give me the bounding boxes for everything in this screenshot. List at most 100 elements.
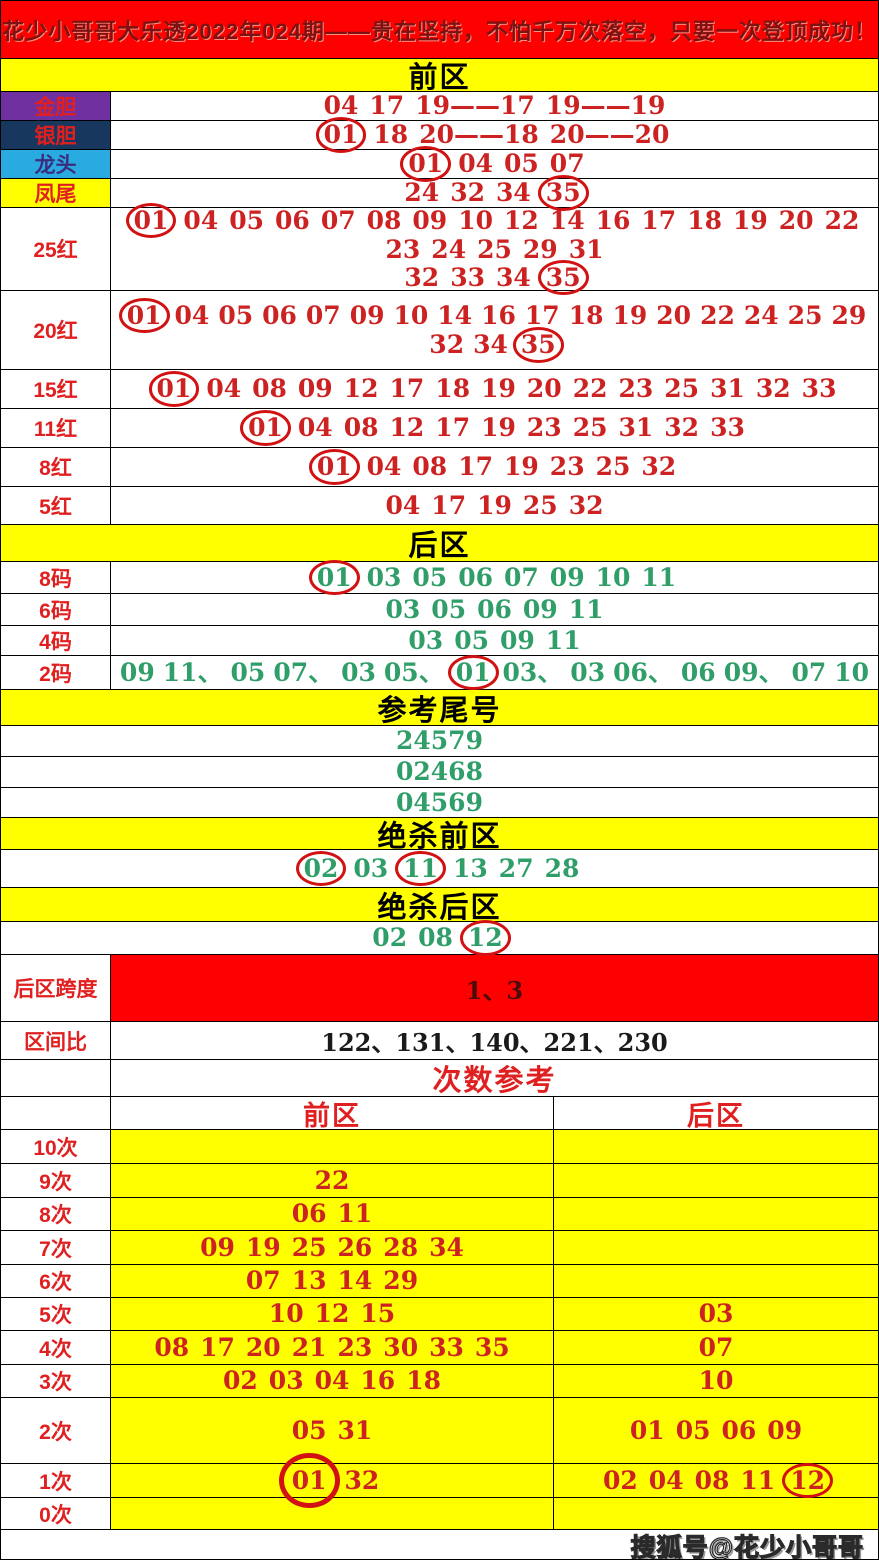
section-bar-front-zone: 前区	[1, 58, 878, 94]
back-cell: 03	[554, 1298, 878, 1330]
number: 19	[732, 205, 768, 235]
number: 09	[549, 562, 585, 592]
number: 05	[454, 625, 489, 655]
number: 35	[474, 1332, 510, 1362]
number: 11	[740, 1465, 776, 1495]
back-cell	[554, 1265, 878, 1297]
page-title: 花少小哥哥大乐透2022年024期——贵在坚持，不怕千万次落空，只要一次登顶成功…	[2, 18, 877, 44]
numbers-line: 04569	[389, 789, 490, 817]
number: 08	[418, 923, 453, 953]
number: 24	[743, 300, 779, 330]
empty-label-cell	[1, 1060, 111, 1096]
number: 16	[481, 300, 516, 330]
number: 07	[791, 657, 827, 687]
numbers-line: 24579	[389, 727, 490, 755]
row-label: 银胆	[1, 121, 111, 149]
row-tail-3: 04569	[1, 787, 878, 817]
circled-number: 35	[537, 175, 589, 211]
number: 18	[373, 120, 409, 150]
number: 15	[360, 1299, 396, 1329]
number: 04	[297, 413, 333, 443]
number: 18	[406, 1366, 441, 1396]
number: 06	[721, 1415, 757, 1445]
number: 11	[545, 625, 581, 655]
number: 09	[412, 205, 448, 235]
numbers-line: 01 18 20——18 20——20	[313, 117, 677, 153]
number: 07	[504, 562, 539, 592]
number: 12	[314, 1299, 350, 1329]
number: 02468	[396, 757, 483, 787]
zone-ratio-value: 122、131、140、221、230	[321, 1028, 668, 1057]
row-label: 4码	[1, 626, 111, 655]
row-count-9: 9次 22	[1, 1163, 878, 1197]
number: 24579	[396, 726, 483, 756]
number: 04	[183, 205, 219, 235]
row-label: 3次	[1, 1365, 111, 1397]
number: 02	[372, 923, 408, 953]
row-count-10: 10次	[1, 1129, 878, 1163]
row-label: 2码	[1, 656, 111, 689]
number: 11	[568, 594, 604, 624]
number: 07	[320, 205, 356, 235]
number: 05	[504, 149, 539, 179]
number: 17	[458, 452, 493, 482]
number: 16	[360, 1366, 396, 1396]
row-label: 金胆	[1, 92, 111, 120]
row-label: 25红	[1, 208, 111, 290]
number: 04	[206, 374, 242, 404]
number: 10	[698, 1366, 734, 1396]
number: 23	[549, 452, 585, 482]
number: 03	[268, 1366, 304, 1396]
number: 07	[305, 300, 341, 330]
number: 23	[337, 1332, 373, 1362]
number: 12	[389, 413, 425, 443]
back-cell: 01 05 06 09	[554, 1398, 878, 1463]
watermark: 搜狐号@花少小哥哥	[630, 1533, 864, 1560]
front-cell: 06 11	[111, 1198, 554, 1230]
number: 23	[526, 413, 562, 443]
number: 24	[404, 178, 440, 208]
number: 05	[229, 205, 265, 235]
number: 05	[431, 594, 467, 624]
number: 19	[477, 490, 512, 520]
number: 19	[612, 300, 648, 330]
row-label: 8红	[1, 448, 111, 486]
number: 13	[291, 1266, 327, 1296]
number: 05	[230, 657, 266, 687]
number: 09	[200, 1232, 235, 1262]
number: 25	[787, 300, 823, 330]
circled-number: 01	[125, 202, 177, 239]
number: 10	[458, 205, 493, 235]
front-cell: 08 17 20 21 23 30 33 35	[111, 1331, 554, 1364]
number: 34	[429, 1232, 464, 1262]
number: 13	[453, 853, 488, 883]
front-cell: 02 03 04 16 18	[111, 1365, 554, 1397]
number: 11	[337, 1199, 373, 1229]
circled-number: 01	[400, 146, 452, 182]
numbers-line: 02 08 12	[365, 920, 513, 956]
number: 14	[549, 205, 585, 235]
number: 19	[481, 374, 516, 404]
number: 01	[629, 1415, 665, 1445]
row-count-8: 8次 06 11	[1, 1197, 878, 1230]
number: 33	[710, 413, 745, 443]
number: 31	[710, 374, 745, 404]
front-cell: 05 31	[111, 1398, 554, 1463]
number: 23	[385, 235, 421, 265]
row-6-codes: 6码 03 05 06 09 11	[1, 593, 878, 625]
number: 03	[366, 562, 402, 592]
number: 28	[383, 1232, 419, 1262]
number: 19	[481, 413, 516, 443]
number: 29	[383, 1266, 419, 1296]
number: 12	[343, 374, 379, 404]
number: 14	[437, 300, 473, 330]
numbers-line: 02468	[389, 758, 490, 786]
back-cell: 02 04 08 11 12	[554, 1462, 878, 1499]
front-cell: 01 32	[111, 1452, 554, 1509]
circled-number: 01	[148, 371, 200, 407]
number: 25	[477, 235, 512, 265]
number: 03	[570, 657, 606, 687]
number: 25	[572, 413, 608, 443]
number: 09	[297, 374, 333, 404]
